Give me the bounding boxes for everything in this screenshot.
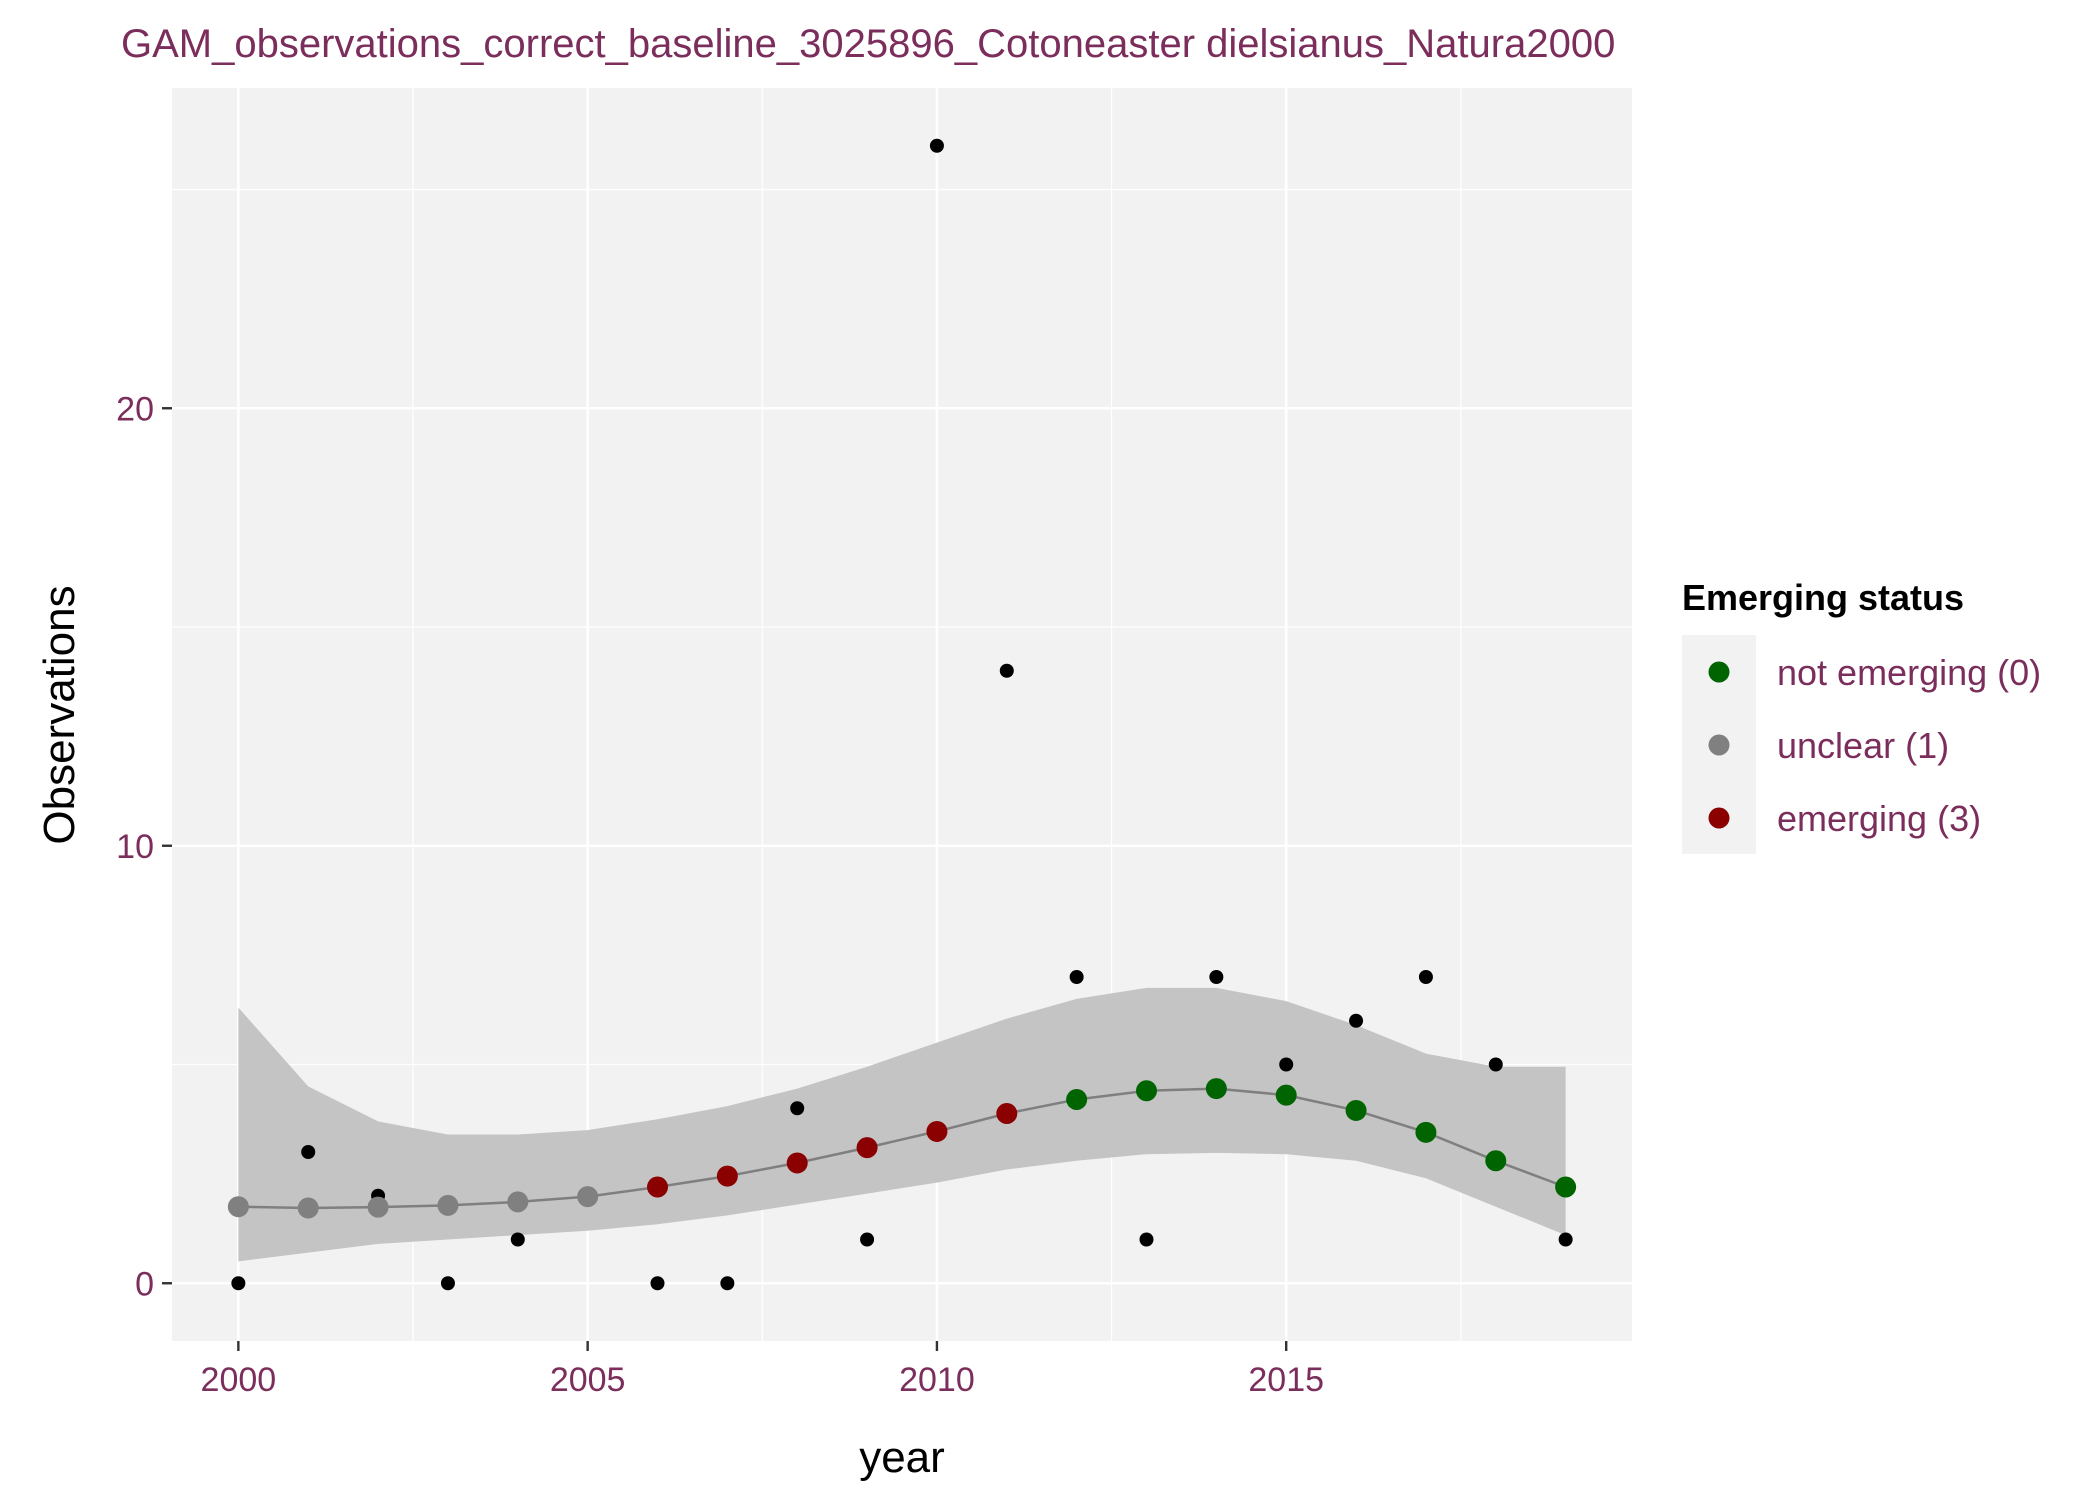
y-tick-label: 0 <box>135 1265 154 1303</box>
fitted-point <box>297 1197 319 1219</box>
observation-point <box>1209 970 1224 984</box>
fitted-point <box>1345 1099 1367 1121</box>
fitted-point <box>786 1152 808 1174</box>
legend: Emerging status not emerging (0) unclear … <box>1682 577 2041 854</box>
fitted-status-points <box>227 1078 1577 1219</box>
x-tick-label: 2000 <box>201 1361 277 1399</box>
fitted-point <box>227 1196 249 1218</box>
x-tick-label: 2010 <box>899 1361 975 1399</box>
x-axis-title: year <box>859 1433 945 1482</box>
fitted-point <box>716 1165 738 1187</box>
observation-point <box>1279 1057 1294 1072</box>
observation-point <box>929 138 944 153</box>
fitted-point <box>856 1137 878 1159</box>
fitted-point <box>647 1176 669 1198</box>
observation-point <box>790 1101 805 1116</box>
observation-point <box>301 1145 316 1159</box>
legend-label: emerging (3) <box>1777 798 1981 839</box>
y-axis: 0 10 20 <box>116 390 172 1303</box>
minor-gridlines <box>172 88 1632 1341</box>
fitted-point <box>1485 1150 1507 1172</box>
observation-point <box>1418 970 1433 984</box>
fitted-point <box>1135 1080 1157 1102</box>
observation-point <box>999 663 1014 678</box>
observation-point <box>231 1276 246 1291</box>
fitted-point <box>577 1186 599 1208</box>
fitted-point <box>1555 1176 1577 1198</box>
legend-key <box>1708 807 1730 829</box>
y-tick-label: 10 <box>116 828 154 866</box>
observation-point <box>510 1232 525 1247</box>
y-tick-label: 20 <box>116 390 154 428</box>
x-tick-label: 2015 <box>1248 1361 1324 1399</box>
observation-point <box>650 1276 665 1291</box>
fitted-point <box>1275 1084 1297 1106</box>
fitted-point <box>507 1191 529 1213</box>
observation-point <box>440 1276 455 1291</box>
legend-label: unclear (1) <box>1777 725 1949 766</box>
fitted-point <box>1205 1078 1227 1100</box>
observation-point <box>1558 1232 1573 1247</box>
fitted-point <box>1066 1089 1088 1110</box>
y-axis-title: Observations <box>35 585 84 844</box>
observation-point <box>1349 1013 1364 1028</box>
x-tick-label: 2005 <box>550 1361 626 1399</box>
legend-label: not emerging (0) <box>1777 652 2041 693</box>
fitted-point <box>926 1120 948 1142</box>
observation-point <box>1069 970 1084 984</box>
observation-point <box>860 1232 875 1247</box>
fitted-point <box>1415 1121 1437 1143</box>
fitted-point <box>996 1103 1018 1124</box>
legend-title: Emerging status <box>1682 577 1964 618</box>
legend-key <box>1708 661 1730 683</box>
observation-point <box>1488 1057 1503 1072</box>
observation-point <box>1139 1232 1154 1247</box>
confidence-ribbon <box>238 987 1566 1262</box>
chart-title: GAM_observations_correct_baseline_302589… <box>121 22 1615 66</box>
fitted-point <box>367 1196 389 1218</box>
legend-key <box>1708 734 1730 756</box>
observation-point <box>720 1276 735 1291</box>
gam-fit-line <box>238 1087 1567 1210</box>
fitted-point <box>437 1194 459 1216</box>
x-axis: 2000 2005 2010 2015 <box>201 1341 1324 1399</box>
